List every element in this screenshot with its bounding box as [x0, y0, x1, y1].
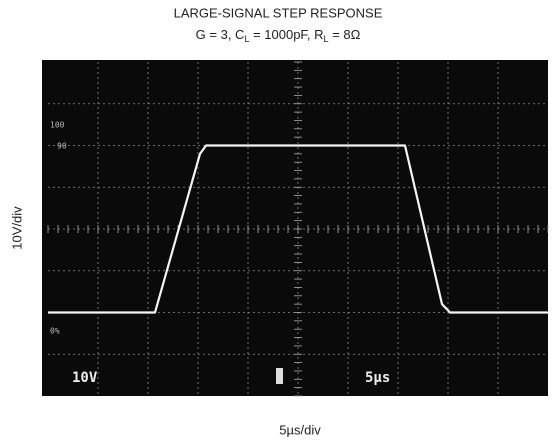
scope-screen — [42, 60, 548, 396]
chart-subtitle: G = 3, CL = 1000pF, RL = 8Ω — [196, 27, 361, 44]
subtitle-part: L — [244, 34, 249, 44]
subtitle-part: = 1000pF, R — [249, 27, 323, 42]
trigger-icon — [276, 368, 283, 384]
screen-label: 90 — [57, 142, 67, 151]
screen-readout: 5µs — [365, 370, 390, 386]
screen-readout: 10V — [72, 370, 98, 386]
subtitle-part: = 8Ω — [329, 27, 361, 42]
waveform — [48, 144, 548, 314]
screen-label: 100 — [50, 121, 65, 130]
y-axis-label: 10V/div — [9, 206, 24, 250]
subtitle-part: L — [324, 34, 329, 44]
screen-label: 0% — [50, 327, 60, 336]
subtitle-part: G = 3, C — [196, 27, 245, 42]
x-axis-label: 5µs/div — [279, 422, 321, 437]
chart-title: LARGE-SIGNAL STEP RESPONSE — [174, 5, 383, 20]
